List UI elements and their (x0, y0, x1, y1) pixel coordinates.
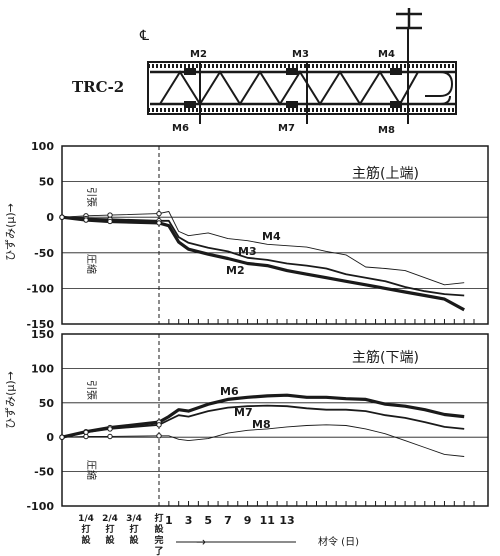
x-day-tick-label: 7 (224, 514, 232, 527)
series-label-M8: M8 (252, 418, 271, 431)
stage-marker-M8 (83, 433, 89, 440)
x-stage-label: 打 (129, 523, 138, 535)
y-tick-label: 50 (39, 397, 55, 410)
series-line-M2 (61, 215, 465, 312)
gauge-block-M8 (390, 101, 402, 108)
y-tick-label: -150 (26, 318, 54, 331)
x-day-tick-label: 3 (185, 514, 193, 527)
gauge-block-M4 (390, 68, 402, 75)
stage-marker-M2 (156, 220, 162, 226)
x-day-tick-label: 5 (204, 514, 212, 527)
series-label-M7: M7 (234, 406, 253, 419)
gauge-label-M2: M2 (190, 49, 207, 60)
y-tick-label: 0 (46, 431, 54, 444)
x-stage-label: 了 (154, 546, 163, 556)
x-stage-label: 設 (129, 534, 139, 546)
series-label-M3: M3 (238, 245, 257, 258)
x-axis-arrow-left: → (196, 535, 206, 549)
panel-bottom-title: 主筋(下端) (352, 349, 419, 366)
gauge-label-M3: M3 (292, 49, 309, 60)
centerline-symbol: ℄ (139, 28, 149, 44)
x-stage-label: 2/4 (102, 514, 118, 524)
y-tick-label: -50 (34, 247, 54, 260)
x-stage-label: 打 (105, 523, 114, 535)
stage-marker-M4 (156, 210, 162, 217)
gauge-block-M7 (286, 101, 298, 108)
specimen-diagram: TRC-2 ℄ M2 M3 M4 M6 M7 M8 (72, 8, 457, 136)
x-stage-label: 設 (105, 534, 115, 546)
stage-marker-M8 (107, 433, 113, 440)
tension-label-top: 引張 (85, 187, 97, 207)
ylabel-top: ひずみ(μ)→ (4, 203, 17, 261)
stage-marker-M7 (156, 422, 162, 428)
stage-marker-M8 (156, 433, 162, 439)
yticks-top: 100 50 0 -50 -100 -150 (26, 140, 54, 331)
panel-top: 100 50 0 -50 -100 -150 M4 M3 M2 主筋(上端) 引張 圧縮 ひず… (4, 140, 489, 331)
series-top: M4 M3 M2 (59, 210, 465, 312)
series-line-M4 (61, 211, 465, 286)
panel-top-frame (61, 145, 489, 325)
x-stage-label: 打 (81, 523, 90, 535)
stage-marker-M4 (107, 212, 113, 218)
y-tick-label: 100 (31, 362, 54, 375)
stage-marker-M2 (107, 218, 113, 225)
gauge-block-M3 (286, 68, 298, 75)
gauge-label-M8: M8 (378, 125, 395, 136)
compression-label-bottom: 圧縮 (85, 460, 98, 480)
panel-bottom-frame (61, 333, 489, 507)
stage-marker-M2 (59, 214, 65, 220)
y-tick-label: -100 (26, 500, 54, 513)
panel-top-title: 主筋(上端) (352, 165, 419, 182)
yticks-bottom: 150 100 50 0 -50 -100 (26, 328, 54, 513)
stage-marker-M2 (83, 217, 89, 223)
x-axis-title: 材令 (日) (318, 535, 359, 548)
specimen-label: TRC-2 (72, 78, 124, 96)
compression-label-top: 圧縮 (85, 254, 98, 274)
x-stage-label: 3/4 (126, 514, 142, 524)
gauge-block-M6 (184, 101, 196, 108)
y-tick-label: 100 (31, 140, 54, 153)
x-stage-label: 設 (81, 534, 91, 546)
y-tick-label: 150 (31, 328, 54, 341)
grid-top (62, 181, 488, 324)
gauge-block-M2 (184, 68, 196, 75)
x-stage-label: 設 (154, 523, 164, 535)
y-tick-label: 50 (39, 176, 55, 189)
series-label-M4: M4 (262, 230, 281, 243)
gauge-label-M6: M6 (172, 123, 189, 134)
series-line-M8 (61, 424, 465, 457)
series-line-M3 (61, 216, 465, 297)
x-day-tick-label: 1 (165, 514, 173, 527)
x-day-tick-label: 11 (260, 514, 275, 527)
tension-label-bottom: 引張 (85, 380, 97, 400)
x-stage-label: 完 (154, 534, 163, 546)
series-label-M2: M2 (226, 264, 245, 277)
x-day-tick-label: 13 (279, 514, 294, 527)
x-stage-label: 打 (154, 512, 163, 524)
y-tick-label: 0 (46, 211, 54, 224)
ylabel-bottom: ひずみ(μ)→ (4, 371, 17, 429)
series-line-M6 (61, 393, 465, 439)
bar-hook (418, 71, 454, 105)
stage-marker-M8 (59, 434, 65, 440)
gauge-label-M4: M4 (378, 49, 395, 60)
y-tick-label: -100 (26, 282, 54, 295)
series-label-M6: M6 (220, 385, 239, 398)
x-stage-label: 1/4 (78, 514, 94, 524)
y-tick-label: -50 (34, 466, 54, 479)
gauge-label-M7: M7 (278, 123, 295, 134)
truss-web (159, 70, 419, 106)
x-day-tick-label: 9 (244, 514, 252, 527)
stage-marker-M7 (107, 426, 113, 432)
grid-bottom (62, 367, 488, 506)
beam-outline (147, 61, 457, 115)
series-line-M7 (61, 404, 465, 439)
